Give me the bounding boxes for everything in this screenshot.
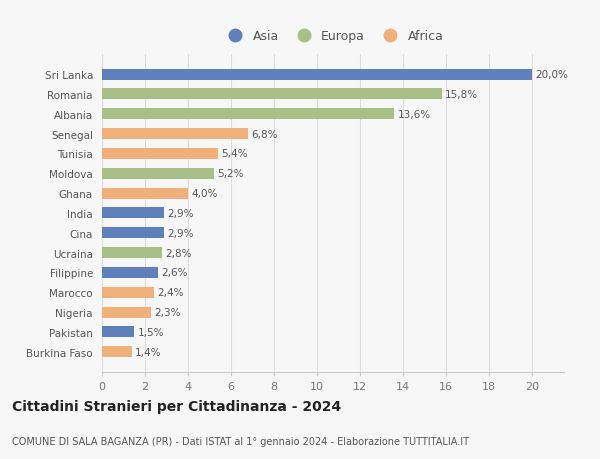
Legend: Asia, Europa, Africa: Asia, Europa, Africa <box>219 27 447 47</box>
Text: Cittadini Stranieri per Cittadinanza - 2024: Cittadini Stranieri per Cittadinanza - 2… <box>12 399 341 413</box>
Text: 2,3%: 2,3% <box>155 308 181 317</box>
Text: 13,6%: 13,6% <box>397 110 431 119</box>
Bar <box>102 188 188 199</box>
Text: 2,9%: 2,9% <box>167 228 194 238</box>
Text: 20,0%: 20,0% <box>535 70 568 80</box>
Bar <box>102 267 158 278</box>
Text: 5,4%: 5,4% <box>221 149 248 159</box>
Text: 5,2%: 5,2% <box>217 169 244 179</box>
Text: 1,4%: 1,4% <box>136 347 162 357</box>
Text: 2,9%: 2,9% <box>167 208 194 218</box>
Bar <box>102 69 532 80</box>
Bar <box>102 307 151 318</box>
Bar <box>102 247 162 258</box>
Text: 2,4%: 2,4% <box>157 288 183 297</box>
Bar <box>102 89 442 100</box>
Bar <box>102 347 132 358</box>
Bar <box>102 149 218 160</box>
Text: 2,8%: 2,8% <box>166 248 192 258</box>
Text: 4,0%: 4,0% <box>191 189 218 199</box>
Text: 2,6%: 2,6% <box>161 268 188 278</box>
Bar <box>102 168 214 179</box>
Bar <box>102 327 134 338</box>
Text: COMUNE DI SALA BAGANZA (PR) - Dati ISTAT al 1° gennaio 2024 - Elaborazione TUTTI: COMUNE DI SALA BAGANZA (PR) - Dati ISTAT… <box>12 436 469 446</box>
Bar <box>102 109 394 120</box>
Text: 1,5%: 1,5% <box>137 327 164 337</box>
Bar <box>102 287 154 298</box>
Bar <box>102 228 164 239</box>
Bar <box>102 208 164 219</box>
Text: 6,8%: 6,8% <box>251 129 278 139</box>
Bar <box>102 129 248 140</box>
Text: 15,8%: 15,8% <box>445 90 478 100</box>
